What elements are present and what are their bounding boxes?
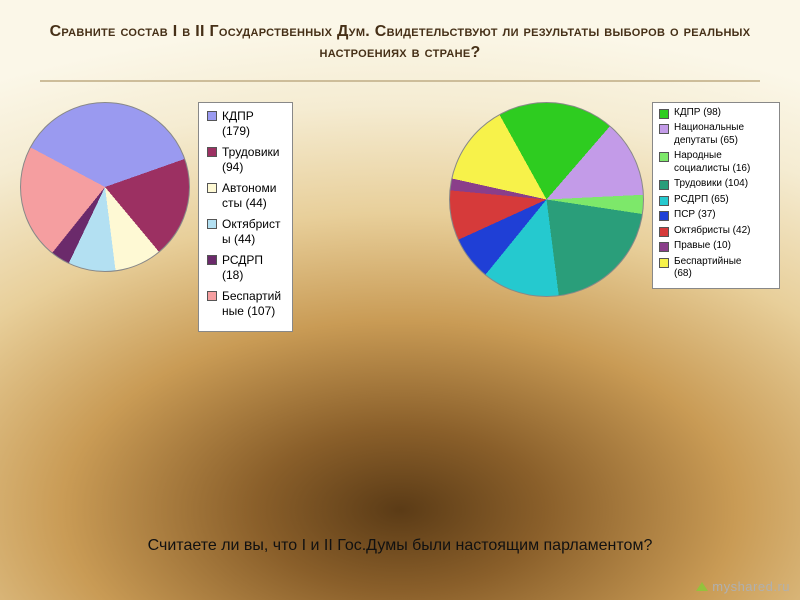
pie-chart-duma1 <box>20 102 190 272</box>
legend-item: КДПР (98) <box>659 107 773 120</box>
header: Сравните состав I в II Государственных Д… <box>0 0 800 72</box>
charts-row: КДПР (179) Трудовики (94) Автономи сты (44… <box>0 82 800 332</box>
pie-chart-duma2 <box>449 102 644 297</box>
legend-swatch <box>207 111 217 121</box>
legend-label: ПСР (37) <box>674 209 716 222</box>
legend-label: Трудовики (94) <box>222 145 280 175</box>
legend-label: Октябристы (42) <box>674 225 750 238</box>
legend-swatch <box>659 196 669 206</box>
legend-swatch <box>659 124 669 134</box>
legend-item: РСДРП (65) <box>659 194 773 207</box>
watermark-icon <box>696 582 708 591</box>
legend-label: Народные социалисты (16) <box>674 150 750 175</box>
legend-label: Автономи сты (44) <box>222 181 276 211</box>
legend-item: Трудовики (104) <box>659 178 773 191</box>
legend-item: ПСР (37) <box>659 209 773 222</box>
legend-label: Правые (10) <box>674 240 731 253</box>
legend-swatch <box>659 227 669 237</box>
page-title: Сравните состав I в II Государственных Д… <box>40 22 760 64</box>
legend-swatch <box>207 291 217 301</box>
legend-label: Трудовики (104) <box>674 178 748 191</box>
legend-item: Национальные депутаты (65) <box>659 122 773 147</box>
legend-label: РСДРП (18) <box>222 253 263 283</box>
chart-group-duma2: КДПР (98) Национальные депутаты (65) Народ… <box>449 102 780 332</box>
legend-swatch <box>659 180 669 190</box>
legend-swatch <box>659 258 669 268</box>
legend-label: Беспартий ные (107) <box>222 289 281 319</box>
legend-swatch <box>207 147 217 157</box>
legend-swatch <box>659 109 669 119</box>
legend-swatch <box>207 219 217 229</box>
legend-label: КДПР (98) <box>674 107 721 120</box>
legend-duma2: КДПР (98) Национальные депутаты (65) Народ… <box>652 102 780 289</box>
legend-label: РСДРП (65) <box>674 194 729 207</box>
legend-item: Октябристы (42) <box>659 225 773 238</box>
legend-swatch <box>207 255 217 265</box>
legend-label: Октябрист ы (44) <box>222 217 280 247</box>
legend-item: РСДРП (18) <box>207 253 284 283</box>
legend-swatch <box>207 183 217 193</box>
legend-item: Народные социалисты (16) <box>659 150 773 175</box>
chart-group-duma1: КДПР (179) Трудовики (94) Автономи сты (44… <box>20 102 293 332</box>
legend-label: КДПР (179) <box>222 109 284 139</box>
legend-item: Автономи сты (44) <box>207 181 284 211</box>
legend-swatch <box>659 152 669 162</box>
legend-label: Беспартийные (68) <box>674 256 741 281</box>
question-text: Считаете ли вы, что I и II Гос.Думы были… <box>0 537 800 555</box>
legend-item: КДПР (179) <box>207 109 284 139</box>
watermark-text: myshared.ru <box>712 579 790 594</box>
legend-item: Октябрист ы (44) <box>207 217 284 247</box>
watermark: myshared.ru <box>696 579 790 594</box>
legend-swatch <box>659 211 669 221</box>
legend-duma1: КДПР (179) Трудовики (94) Автономи сты (44… <box>198 102 293 332</box>
legend-item: Беспартий ные (107) <box>207 289 284 319</box>
legend-item: Правые (10) <box>659 240 773 253</box>
legend-swatch <box>659 242 669 252</box>
legend-item: Беспартийные (68) <box>659 256 773 281</box>
legend-label: Национальные депутаты (65) <box>674 122 744 147</box>
legend-item: Трудовики (94) <box>207 145 284 175</box>
